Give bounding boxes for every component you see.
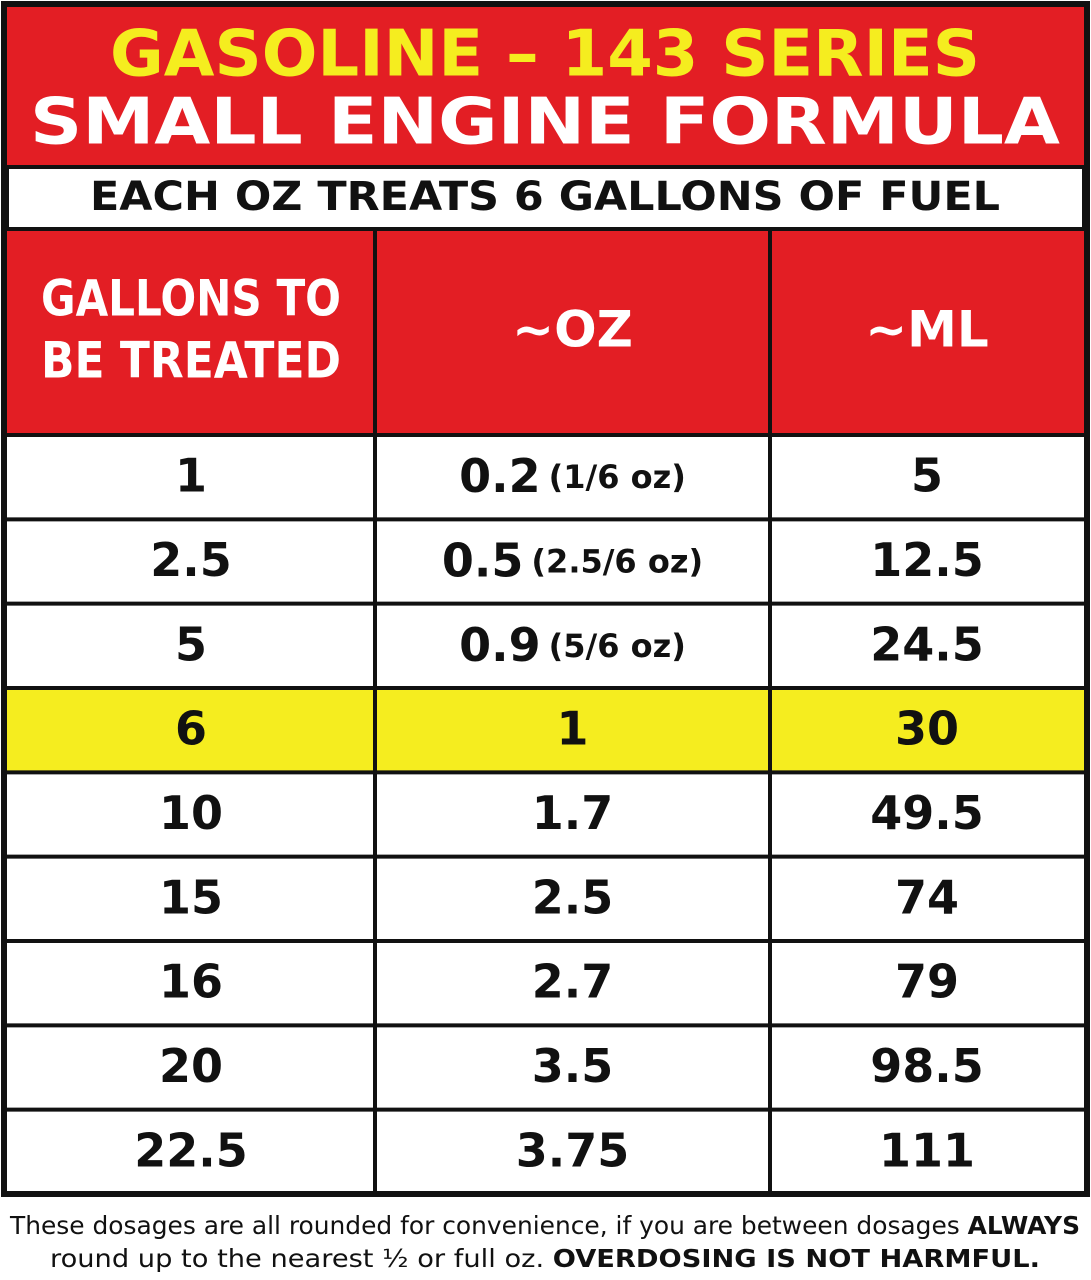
cell: 24.5 bbox=[870, 617, 984, 671]
cell: 98.5 bbox=[870, 1039, 984, 1093]
column-header: BE TREATED bbox=[41, 332, 341, 390]
cell: 1.7 bbox=[532, 786, 614, 840]
footnote: These dosages are all rounded for conven… bbox=[9, 1211, 1080, 1273]
table-border bbox=[1, 1, 1090, 1197]
footnote-line: round up to the nearest ½ or full oz. OV… bbox=[50, 1244, 1040, 1273]
cell-note: (5/6 oz) bbox=[549, 627, 686, 665]
cell: 3.75 bbox=[516, 1123, 630, 1177]
cell-value: 0.9 bbox=[459, 617, 541, 671]
cell: 15 bbox=[159, 870, 223, 924]
cell: 49.5 bbox=[870, 786, 984, 840]
cell: 22.5 bbox=[134, 1123, 248, 1177]
cell-value: 0.5 bbox=[442, 533, 524, 587]
row-background bbox=[7, 435, 1084, 520]
cell: 1 bbox=[175, 449, 207, 503]
cell: 30 bbox=[895, 702, 959, 756]
cell: 1 bbox=[556, 702, 588, 756]
cell: 5 bbox=[175, 617, 207, 671]
footnote-line: These dosages are all rounded for conven… bbox=[9, 1211, 1080, 1240]
subtitle-band bbox=[5, 165, 1086, 231]
cell: 111 bbox=[879, 1123, 975, 1177]
cell: 0.2 (1/6 oz) bbox=[459, 449, 686, 503]
cell: 2.5 bbox=[532, 870, 614, 924]
row-background bbox=[7, 941, 1084, 1026]
footnote-text: round up to the nearest ½ or full oz. bbox=[50, 1244, 553, 1273]
row-background bbox=[7, 519, 1084, 604]
cell: 20 bbox=[159, 1039, 223, 1093]
row-background bbox=[7, 1025, 1084, 1110]
cell: 16 bbox=[159, 955, 223, 1009]
row-background bbox=[7, 856, 1084, 941]
cell-note: (2.5/6 oz) bbox=[531, 543, 703, 581]
cell-value: 0.2 bbox=[459, 449, 541, 503]
cell: 2.5 bbox=[150, 533, 232, 587]
row-background bbox=[7, 772, 1084, 857]
column-header: ~OZ bbox=[512, 301, 633, 359]
cell-note: (1/6 oz) bbox=[549, 458, 686, 496]
cell: 2.7 bbox=[532, 955, 614, 1009]
title: SMALL ENGINE FORMULA bbox=[30, 86, 1061, 160]
row-background bbox=[7, 688, 1084, 773]
row-background bbox=[7, 603, 1084, 688]
title: GASOLINE – 143 SERIES bbox=[110, 18, 980, 92]
footnote-text: OVERDOSING IS NOT HARMFUL. bbox=[553, 1244, 1040, 1273]
footnote-text: ALWAYS bbox=[968, 1211, 1080, 1240]
cell: 10 bbox=[159, 786, 223, 840]
footnote-text: These dosages are all rounded for conven… bbox=[9, 1211, 968, 1240]
row-background bbox=[7, 1109, 1084, 1194]
cell: 0.9 (5/6 oz) bbox=[459, 617, 686, 671]
cell: 0.5 (2.5/6 oz) bbox=[442, 533, 703, 587]
subtitle: EACH OZ TREATS 6 GALLONS OF FUEL bbox=[90, 174, 1000, 220]
cell: 12.5 bbox=[870, 533, 984, 587]
cell: 5 bbox=[911, 449, 943, 503]
cell: 74 bbox=[895, 870, 959, 924]
column-header: GALLONS TO bbox=[41, 270, 341, 328]
cell: 79 bbox=[895, 955, 959, 1009]
column-header: ~ML bbox=[865, 301, 989, 359]
cell: 6 bbox=[175, 702, 207, 756]
cell: 3.5 bbox=[532, 1039, 614, 1093]
